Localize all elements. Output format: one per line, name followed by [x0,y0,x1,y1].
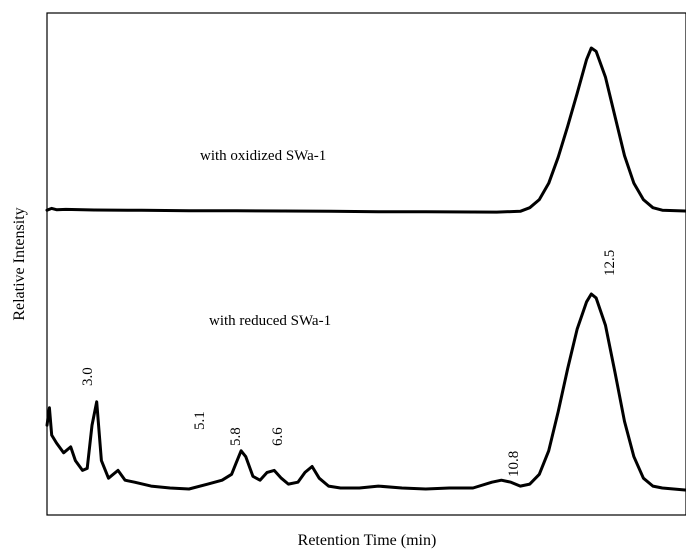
y-axis-label: Relative Intensity [11,207,28,320]
trace-oxidized-line [45,46,686,214]
peak-label-3-0: 3.0 [80,367,96,386]
peak-label-6-6: 6.6 [270,427,286,446]
peak-label-5-8: 5.8 [228,427,244,446]
plot-frame [46,12,686,516]
x-axis-label: Retention Time (min) [298,532,437,549]
peak-label-12-5: 12.5 [602,250,618,276]
series-label-oxidized: with oxidized SWa-1 [200,148,326,164]
trace-reduced-line [45,292,686,492]
peak-label-10-8: 10.8 [506,451,522,477]
peak-label-5-1: 5.1 [192,411,208,430]
trace-layer [45,46,686,492]
series-label-reduced: with reduced SWa-1 [209,313,331,329]
